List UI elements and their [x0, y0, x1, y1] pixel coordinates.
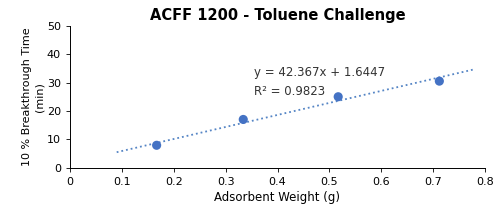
Y-axis label: 10 % Breakthrough Time
(min): 10 % Breakthrough Time (min) — [22, 28, 44, 166]
Point — [436, 79, 444, 83]
Title: ACFF 1200 - Toluene Challenge: ACFF 1200 - Toluene Challenge — [150, 8, 406, 23]
Point — [240, 118, 248, 121]
X-axis label: Adsorbent Weight (g): Adsorbent Weight (g) — [214, 191, 340, 204]
Text: y = 42.367x + 1.6447
R² = 0.9823: y = 42.367x + 1.6447 R² = 0.9823 — [254, 66, 386, 98]
Point — [334, 95, 342, 98]
Point — [152, 144, 160, 147]
